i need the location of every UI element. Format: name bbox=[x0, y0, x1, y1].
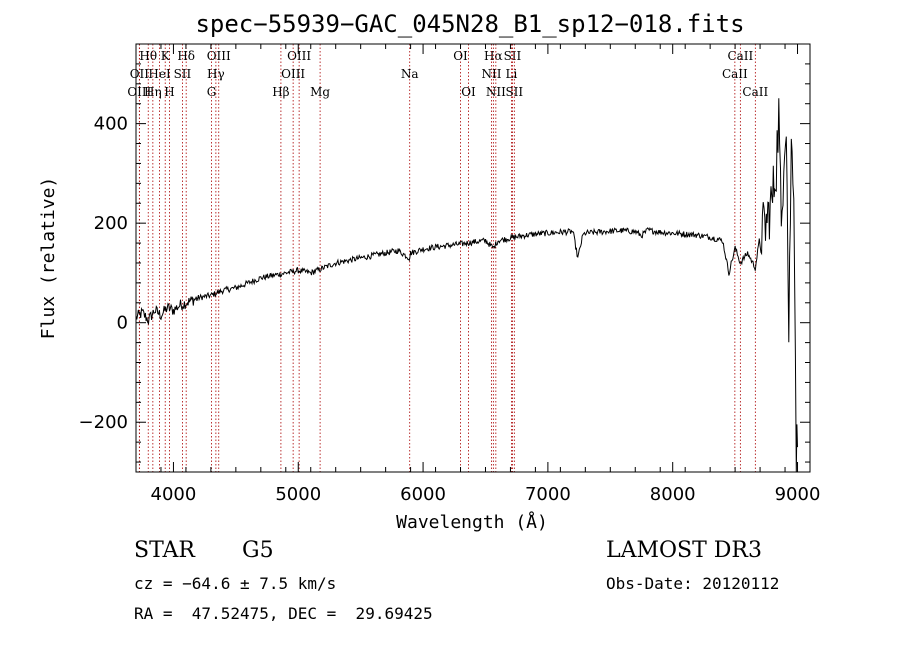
marker-label-1: OII bbox=[130, 67, 150, 81]
marker-label-23: Li bbox=[506, 67, 518, 81]
chart-title: spec−55939−GAC_045N28_B1_sp12−018.fits bbox=[195, 10, 744, 38]
marker-label-7: SII bbox=[174, 67, 192, 81]
marker-label-20: NII bbox=[481, 67, 501, 81]
marker-label-18: OI bbox=[461, 85, 476, 99]
marker-label-9: OIII bbox=[207, 49, 231, 63]
marker-label-21: NII bbox=[486, 85, 506, 99]
obs-date: Obs-Date: 20120112 bbox=[606, 574, 780, 593]
object-subclass: G5 bbox=[242, 538, 274, 563]
x-tick-label-5: 9000 bbox=[775, 484, 821, 505]
x-tick-label-2: 6000 bbox=[400, 484, 446, 505]
y-tick-label-1: 0 bbox=[117, 313, 128, 334]
marker-label-10: Hγ bbox=[207, 67, 225, 81]
redshift-text: cz = −64.6 ± 7.5 km/s bbox=[134, 574, 337, 593]
marker-label-27: CaII bbox=[742, 85, 768, 99]
spectrum-series bbox=[135, 98, 798, 473]
survey-name: LAMOST DR3 bbox=[606, 538, 762, 563]
marker-label-11: G bbox=[207, 85, 217, 99]
marker-label-25: CaII bbox=[727, 49, 753, 63]
marker-label-19: Hα bbox=[484, 49, 503, 63]
spectrum-chart: spec−55939−GAC_045N28_B1_sp12−018.fits H… bbox=[38, 10, 821, 533]
x-tick-label-0: 4000 bbox=[151, 484, 197, 505]
y-axis-label: Flux (relative) bbox=[38, 177, 59, 340]
x-axis-label: Wavelength (Å) bbox=[396, 511, 548, 533]
marker-label-8: H bbox=[164, 85, 174, 99]
marker-label-3: K bbox=[161, 49, 171, 63]
marker-label-17: OI bbox=[453, 49, 468, 63]
y-tick-label-2: 200 bbox=[94, 213, 128, 234]
coordinates: RA = 47.52475, DEC = 29.69425 bbox=[134, 604, 433, 623]
marker-label-16: Na bbox=[401, 67, 419, 81]
marker-label-5: Hη bbox=[144, 85, 162, 99]
marker-label-12: OIII bbox=[287, 49, 311, 63]
x-tick-label-3: 7000 bbox=[525, 484, 571, 505]
marker-label-0: Hθ bbox=[139, 49, 157, 63]
marker-label-15: Mg bbox=[310, 85, 330, 99]
marker-label-6: Hδ bbox=[177, 49, 195, 63]
marker-label-2: OIII bbox=[127, 85, 151, 99]
spectrum-line bbox=[135, 98, 798, 473]
marker-label-13: OIII bbox=[281, 67, 305, 81]
object-class: STAR bbox=[134, 538, 195, 563]
y-axis-ticks: −200 0 200 400 bbox=[79, 63, 810, 463]
y-tick-label-0: −200 bbox=[79, 412, 128, 433]
marker-label-26: CaII bbox=[722, 67, 748, 81]
x-tick-label-4: 8000 bbox=[650, 484, 696, 505]
marker-label-14: Hβ bbox=[272, 85, 289, 99]
plot-frame bbox=[135, 43, 811, 473]
y-tick-label-3: 400 bbox=[94, 114, 128, 135]
x-axis-ticks: 4000 5000 6000 7000 8000 9000 bbox=[135, 44, 821, 505]
marker-label-4: HeI bbox=[148, 67, 171, 81]
x-tick-label-1: 5000 bbox=[275, 484, 321, 505]
marker-label-22: SII bbox=[504, 49, 522, 63]
marker-label-24: SII bbox=[505, 85, 523, 99]
